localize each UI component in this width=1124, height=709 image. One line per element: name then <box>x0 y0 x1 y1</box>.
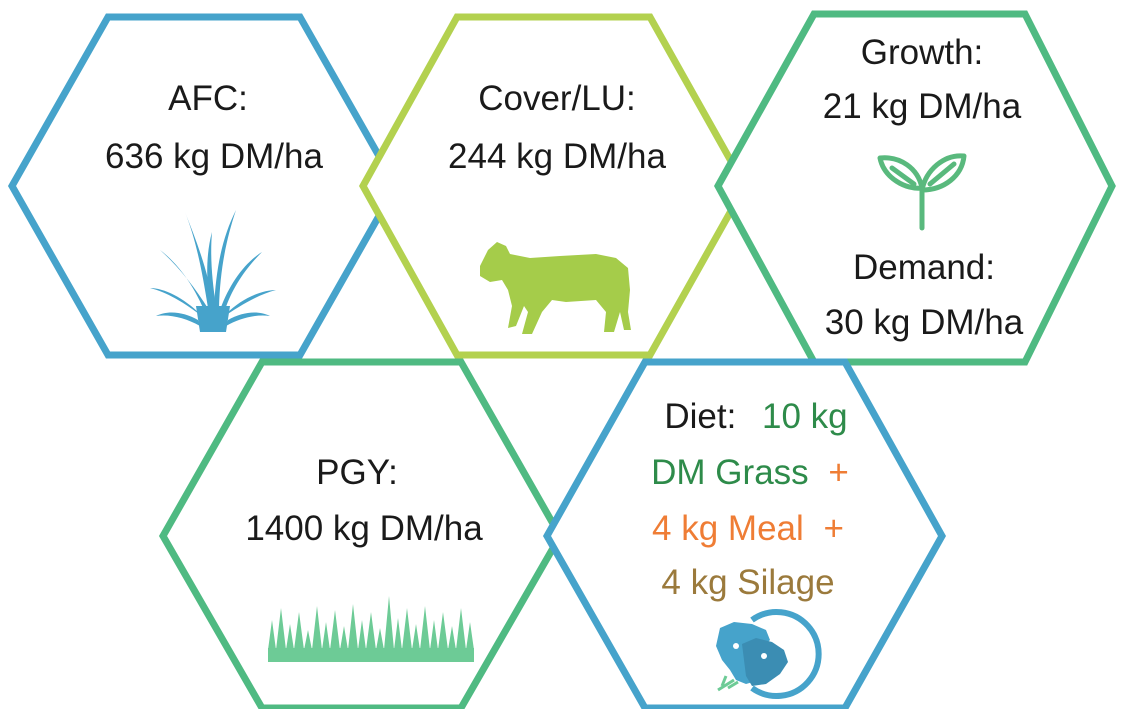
cover-label: Cover/LU: <box>478 79 636 118</box>
afc-value: 636 kg DM/ha <box>105 137 323 176</box>
growth-value: 21 kg DM/ha <box>823 87 1022 126</box>
hexagon-cover-border <box>358 13 750 359</box>
diet-line-1: Diet: 10 kg <box>664 397 847 436</box>
hexagon-diet-border <box>542 358 947 709</box>
hexagon-cover: Cover/LU: 244 kg DM/ha <box>358 13 750 359</box>
diet-line-2: DM Grass + <box>651 453 849 492</box>
demand-label: Demand: <box>853 248 995 287</box>
diet-plus-1: + <box>828 453 848 492</box>
sprout-icon <box>877 153 967 231</box>
diet-grass-text: DM Grass <box>651 453 809 492</box>
afc-label: AFC: <box>168 79 248 118</box>
diet-line-3: 4 kg Meal + <box>652 509 844 548</box>
hexagon-afc: AFC: 636 kg DM/ha <box>7 13 401 359</box>
grass-strip-icon <box>268 596 474 662</box>
hexagon-pgy: PGY: 1400 kg DM/ha <box>158 358 565 709</box>
growth-label: Growth: <box>861 33 984 72</box>
diet-meal-text: 4 kg Meal <box>652 509 804 548</box>
hexagon-diet: Diet: 10 kg DM Grass + 4 kg Meal + 4 kg … <box>542 358 947 709</box>
diet-grass-amount: 10 kg <box>762 397 848 436</box>
cover-value: 244 kg DM/ha <box>448 137 666 176</box>
cow-and-calf-icon <box>716 609 822 699</box>
pgy-label: PGY: <box>316 453 398 492</box>
diet-silage-text: 4 kg Silage <box>661 563 834 602</box>
hexagon-growth-demand: Growth: 21 kg DM/ha Demand: 30 kg DM/ha <box>714 10 1116 366</box>
demand-value: 30 kg DM/ha <box>825 303 1024 342</box>
pgy-value: 1400 kg DM/ha <box>245 509 483 548</box>
diet-plus-2: + <box>824 509 844 548</box>
cow-icon <box>480 242 631 334</box>
grass-tuft-icon <box>150 210 276 332</box>
diet-label: Diet: <box>664 397 736 436</box>
